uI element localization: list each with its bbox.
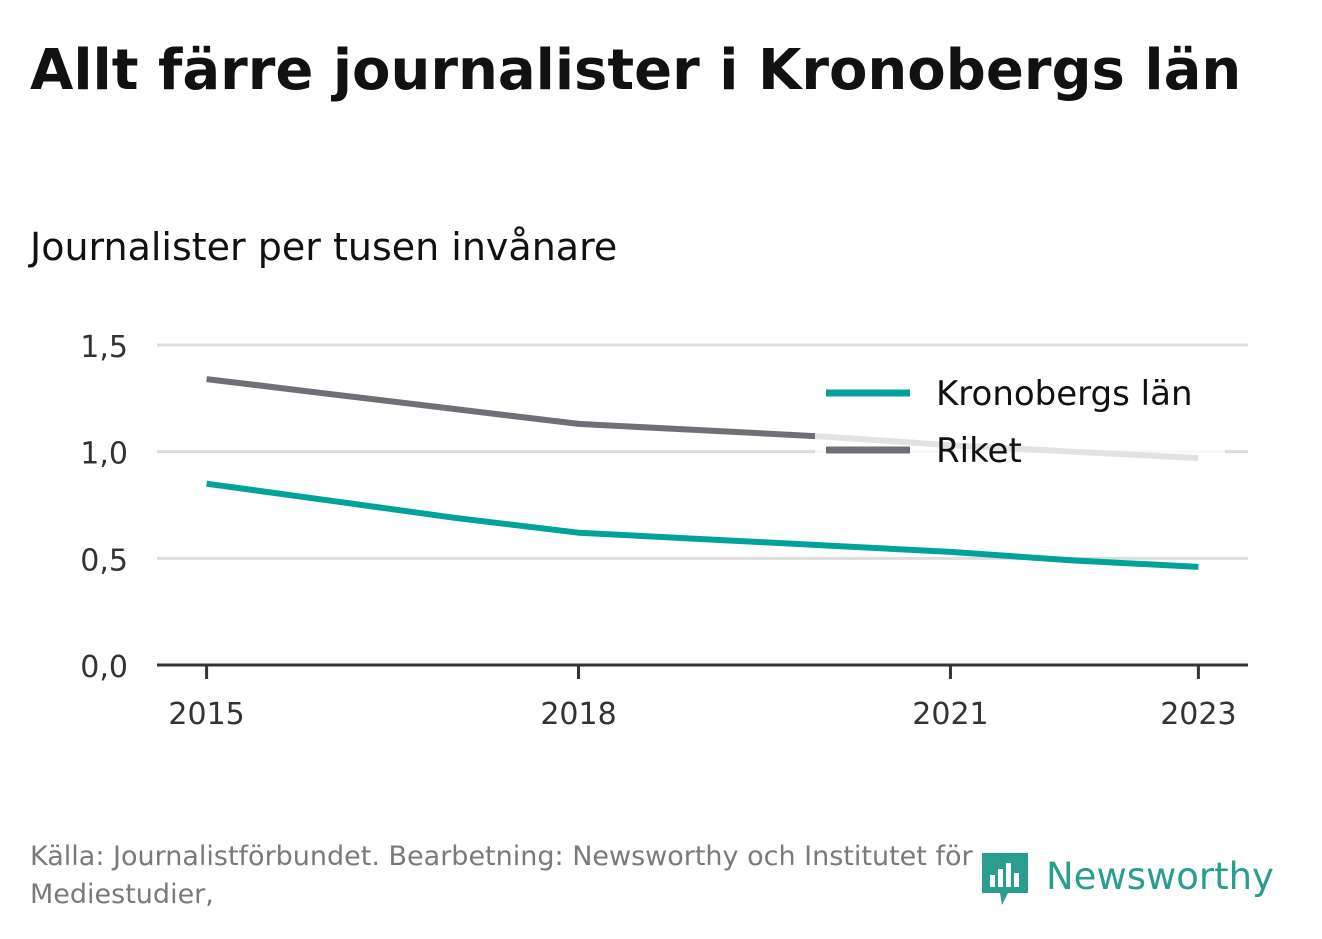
- y-tick-label: 1,5: [80, 330, 128, 365]
- chart-subtitle: Journalister per tusen invånare: [30, 225, 618, 269]
- legend-background: [815, 368, 1225, 472]
- legend-label: Riket: [936, 431, 1022, 471]
- y-tick-label: 0,5: [80, 543, 128, 578]
- source-note: Källa: Journalistförbundet. Bearbetning:…: [30, 841, 973, 910]
- brand-name: Newsworthy: [1046, 854, 1274, 898]
- y-tick-label: 0,0: [80, 650, 128, 685]
- x-tick-label: 2018: [540, 697, 616, 732]
- x-axis: 2015 2018 2021 2023: [157, 663, 1248, 732]
- brand-logo: Newsworthy: [980, 846, 1274, 906]
- x-tick-label: 2023: [1160, 697, 1236, 732]
- x-tick-label: 2015: [168, 697, 244, 732]
- x-tick-label: 2021: [912, 697, 988, 732]
- series-line: [206, 480, 1199, 570]
- legend-label: Kronobergs län: [936, 374, 1193, 414]
- newsworthy-logo-icon: [982, 853, 1028, 905]
- y-axis-labels: 0,0 0,5 1,0 1,5: [80, 330, 128, 685]
- legend: Kronobergs län Riket: [815, 368, 1225, 472]
- chart-title: Allt färre journalister i Kronobergs län: [30, 38, 1242, 103]
- y-tick-label: 1,0: [80, 437, 128, 472]
